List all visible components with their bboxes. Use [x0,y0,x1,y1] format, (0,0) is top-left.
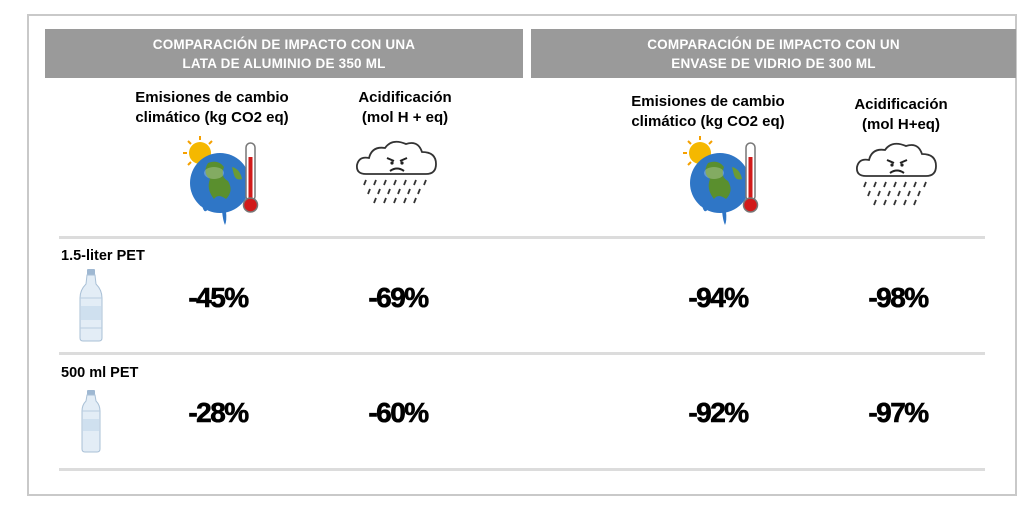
column-header-line2: (mol H+eq) [862,116,940,133]
infographic-frame [27,14,1017,496]
column-header-acid-2: Acidificación (mol H+eq) [826,95,976,135]
value-cell: -45% [188,282,249,314]
acid-rain-cloud-icon [856,142,937,206]
value-cell: -97% [868,397,929,429]
climate-globe-thermometer-icon [683,136,759,225]
section-header-glass-bottle: COMPARACIÓN DE IMPACTO CON UN ENVASE DE … [531,29,1016,78]
small-pet-bottle-icon [81,390,101,453]
column-header-acid-1: Acidificación (mol H + eq) [330,88,480,128]
column-header-line2: (mol H + eq) [361,109,449,126]
value-cell: -98% [868,282,929,314]
large-pet-bottle-icon [79,269,103,342]
section-header-aluminium-can: COMPARACIÓN DE IMPACTO CON UNA LATA DE A… [45,29,523,78]
section-title-line2: ENVASE DE VIDRIO DE 300 ML [671,55,876,71]
column-header-line2: climático (kg CO2 eq) [631,113,785,130]
section-title-line1: COMPARACIÓN DE IMPACTO CON UN [647,36,900,52]
value-cell: -92% [688,397,749,429]
section-title-line1: COMPARACIÓN DE IMPACTO CON UNA [152,36,416,52]
value-cell: -94% [688,282,749,314]
climate-globe-thermometer-icon [183,136,259,225]
column-header-line2: climático (kg CO2 eq) [135,109,289,126]
divider [59,236,985,239]
value-cell: -60% [368,397,429,429]
column-header-line1: Acidificación [854,96,948,113]
column-header-climate-1: Emisiones de cambio climático (kg CO2 eq… [112,88,312,128]
row-label-500-ml-pet: 500 ml PET [61,365,139,381]
value-cell: -28% [188,397,249,429]
column-header-line1: Emisiones de cambio [135,89,289,106]
column-header-line1: Acidificación [358,89,452,106]
divider [59,352,985,355]
divider [59,468,985,471]
row-label-1-5-liter-pet: 1.5-liter PET [61,248,145,264]
column-header-line1: Emisiones de cambio [631,93,785,110]
acid-rain-cloud-icon [356,140,437,204]
column-header-climate-2: Emisiones de cambio climático (kg CO2 eq… [608,92,808,132]
section-title-line2: LATA DE ALUMINIO DE 350 ML [182,55,386,71]
value-cell: -69% [368,282,429,314]
